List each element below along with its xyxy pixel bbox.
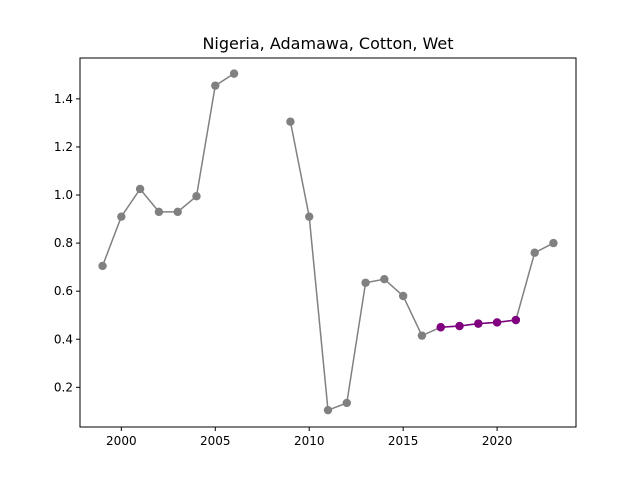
data-point — [436, 323, 445, 332]
series-layer — [98, 69, 558, 415]
y-tick-label: 0.2 — [54, 380, 73, 394]
data-point — [135, 184, 145, 194]
y-tick-label: 1.4 — [54, 92, 73, 106]
data-point — [417, 331, 427, 340]
data-point — [549, 238, 558, 248]
y-tick-label: 1.2 — [54, 140, 73, 154]
data-point — [361, 278, 370, 287]
x-tick-label: 2000 — [106, 434, 137, 448]
data-point — [173, 207, 182, 217]
y-axis: 0.2 0.4 0.6 0.8 1.0 1.2 1.4 — [54, 92, 80, 394]
data-point — [305, 212, 314, 221]
x-tick-label: 2010 — [294, 434, 325, 448]
y-tick-label: 0.6 — [54, 284, 73, 298]
data-point — [380, 274, 389, 284]
data-point — [398, 291, 408, 301]
y-tick-label: 0.8 — [54, 236, 73, 250]
data-point — [511, 315, 521, 325]
data-point — [323, 405, 333, 415]
y-tick-label: 1.0 — [54, 188, 73, 202]
data-point — [455, 321, 464, 331]
data-point — [474, 319, 483, 328]
data-point — [342, 398, 351, 408]
x-axis: 2000 2005 2010 2015 2020 — [106, 427, 512, 448]
x-tick-label: 2015 — [388, 434, 419, 448]
data-point — [154, 207, 164, 217]
chart-title: Nigeria, Adamawa, Cotton, Wet — [202, 34, 453, 53]
data-point — [98, 261, 107, 271]
x-tick-label: 2020 — [482, 434, 513, 448]
data-point — [286, 117, 295, 126]
data-point — [492, 318, 502, 327]
plot-frame — [79, 57, 577, 428]
data-point — [229, 69, 239, 78]
data-point — [192, 192, 201, 201]
x-tick-label: 2005 — [200, 434, 231, 448]
data-point — [211, 81, 220, 90]
y-tick-label: 0.4 — [54, 332, 73, 346]
data-point — [530, 248, 539, 257]
data-point — [117, 212, 126, 221]
